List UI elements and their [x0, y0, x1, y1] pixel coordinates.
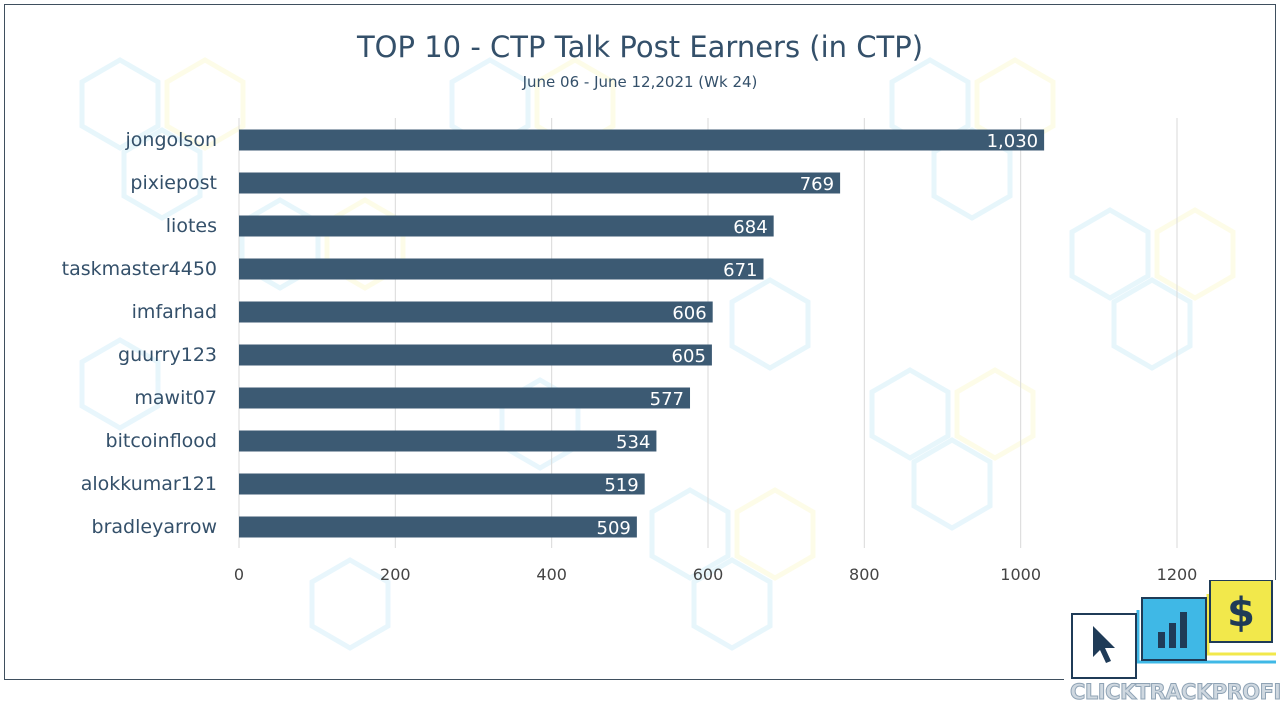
dollar-icon: $ [1209, 579, 1273, 643]
bar [239, 430, 657, 452]
bar [239, 387, 691, 409]
category-label: mawit07 [134, 387, 217, 409]
category-label: alokkumar121 [81, 473, 217, 495]
x-tick-label: 1000 [1000, 565, 1041, 584]
clicktrackprofit-logo: $ CLICKTRACKPROFIT [1064, 579, 1280, 705]
logo-graphic: $ [1071, 579, 1276, 679]
x-tick-label: 600 [693, 565, 724, 584]
bar [239, 301, 713, 323]
category-label: imfarhad [132, 301, 217, 323]
x-tick-label: 400 [536, 565, 567, 584]
category-label: taskmaster4450 [62, 258, 217, 280]
bar [239, 344, 712, 366]
svg-text:$: $ [1227, 590, 1255, 636]
bar [239, 172, 841, 194]
data-label: 605 [672, 346, 706, 367]
bar [239, 516, 637, 538]
data-label: 606 [672, 303, 706, 324]
bar [239, 129, 1045, 151]
data-label: 1,030 [987, 131, 1039, 152]
data-label: 769 [800, 174, 834, 195]
bar-chart-icon [1141, 597, 1207, 661]
data-label: 534 [616, 432, 650, 453]
chart-subtitle: June 06 - June 12,2021 (Wk 24) [522, 73, 758, 91]
category-label: liotes [166, 215, 217, 237]
x-tick-label: 0 [234, 565, 244, 584]
bar [239, 215, 774, 237]
cursor-icon [1071, 613, 1137, 679]
bar [239, 258, 764, 280]
category-label: jongolson [125, 129, 217, 151]
data-label: 577 [650, 389, 684, 410]
logo-wordmark: CLICKTRACKPROFIT [1070, 680, 1280, 705]
category-label: bitcoinflood [106, 430, 217, 452]
x-tick-label: 800 [849, 565, 880, 584]
chart-frame [4, 4, 1276, 680]
bar [239, 473, 645, 495]
category-label: pixiepost [130, 172, 217, 194]
data-label: 671 [723, 260, 757, 281]
category-label: bradleyarrow [92, 516, 217, 538]
data-label: 519 [604, 475, 638, 496]
data-label: 509 [597, 518, 631, 539]
data-label: 684 [733, 217, 767, 238]
x-tick-label: 200 [380, 565, 411, 584]
chart-title: TOP 10 - CTP Talk Post Earners (in CTP) [356, 30, 924, 64]
x-tick-label: 1200 [1157, 565, 1198, 584]
category-label: guurry123 [118, 344, 217, 366]
